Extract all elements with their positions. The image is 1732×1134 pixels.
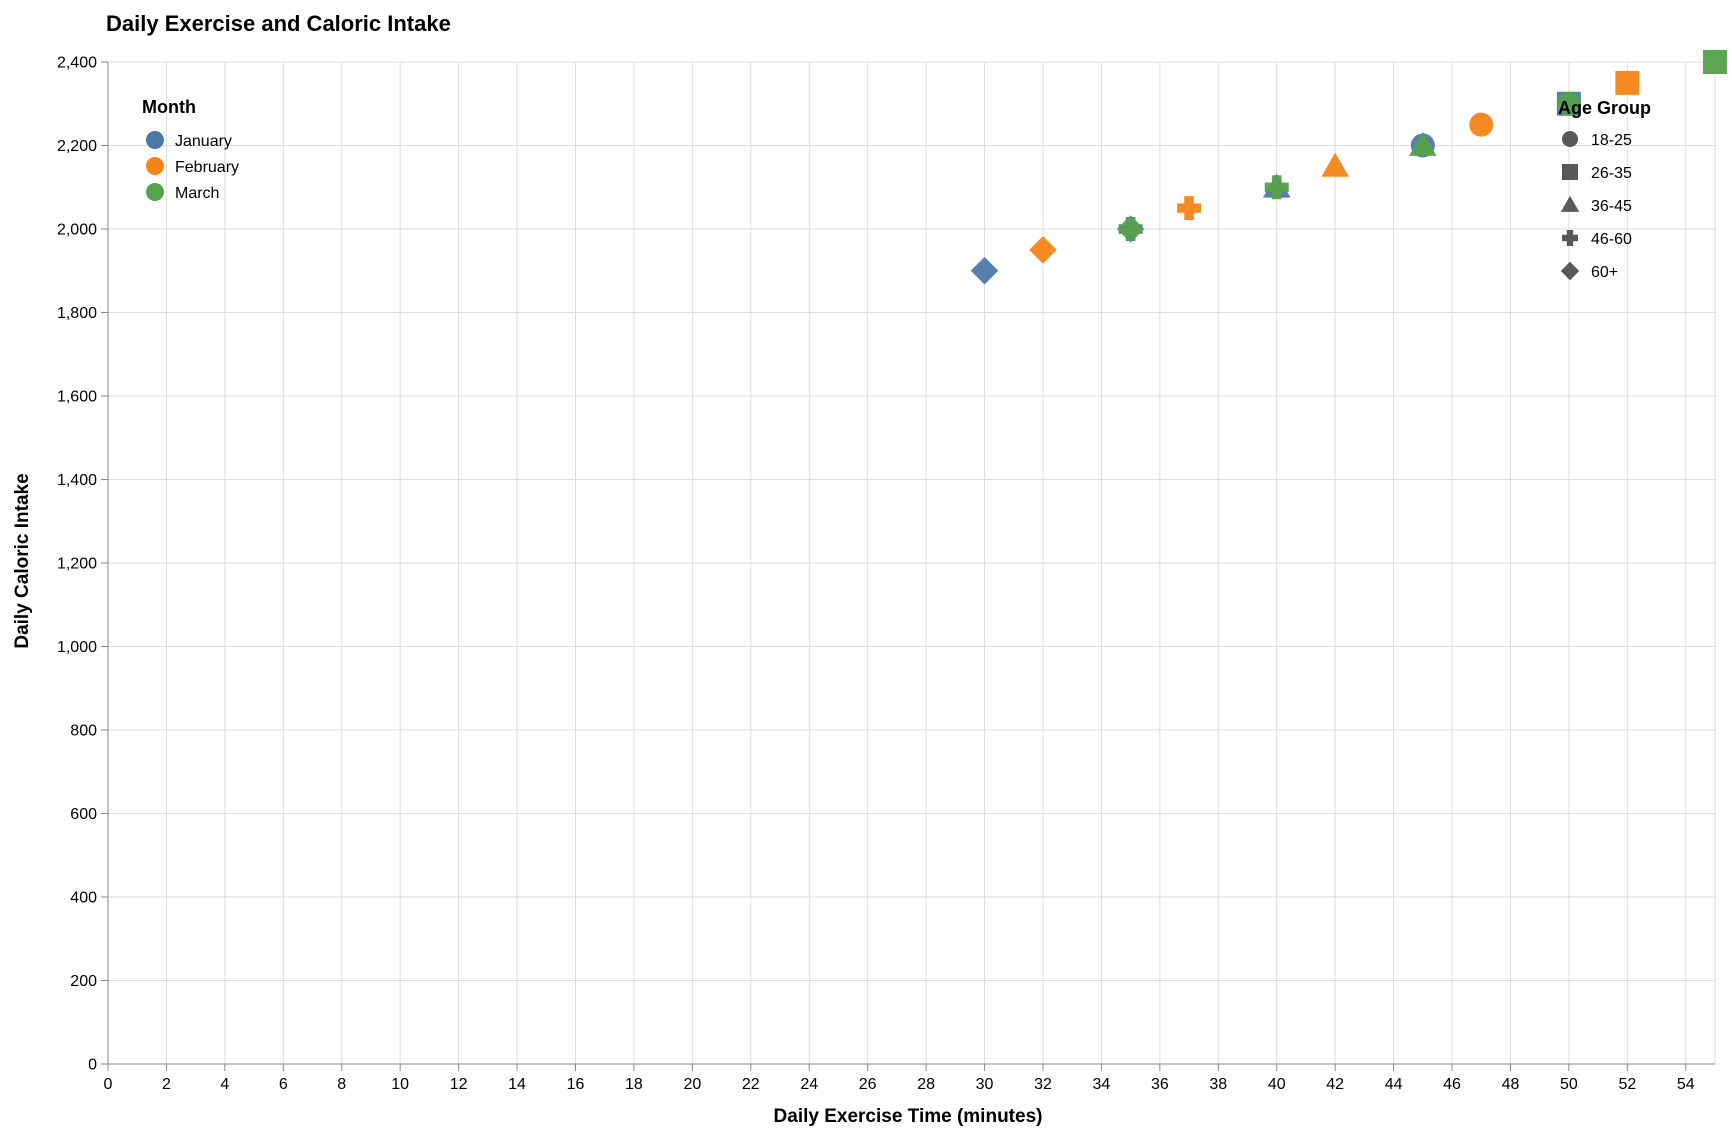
y-tick-label: 200 (70, 973, 97, 990)
x-tick-label: 38 (1209, 1076, 1227, 1093)
legend-swatch-january (146, 131, 164, 149)
x-tick-label: 18 (625, 1076, 643, 1093)
x-tick-label: 44 (1385, 1076, 1403, 1093)
x-tick-label: 8 (337, 1076, 346, 1093)
y-tick-label: 0 (88, 1057, 97, 1074)
x-tick-label: 46 (1443, 1076, 1461, 1093)
age-group-legend: Age Group 18-25 26-35 36-45 46-60 60+ (1558, 98, 1651, 281)
x-tick-label: 52 (1618, 1076, 1636, 1093)
x-tick-label: 34 (1093, 1076, 1111, 1093)
x-tick-label: 40 (1268, 1076, 1286, 1093)
y-tick-label: 1,000 (57, 639, 97, 656)
y-axis-title: Daily Caloric Intake (12, 473, 33, 648)
x-tick-label: 32 (1034, 1076, 1052, 1093)
y-tick-label: 2,400 (57, 55, 97, 72)
grid (107, 61, 1716, 1065)
data-point-february-46-60 (1177, 196, 1202, 221)
data-points (970, 50, 1727, 285)
x-tick-label: 50 (1560, 1076, 1578, 1093)
legend-label-age-36-45: 36-45 (1591, 198, 1632, 215)
y-tick-label: 1,800 (57, 305, 97, 322)
age-group-legend-title: Age Group (1558, 98, 1651, 118)
x-tick-label: 30 (976, 1076, 994, 1093)
legend-label-age-46-60: 46-60 (1591, 231, 1632, 248)
y-tick-label: 400 (70, 890, 97, 907)
data-point-march-36-45 (1409, 131, 1437, 156)
x-axis-title: Daily Exercise Time (minutes) (774, 1106, 1043, 1127)
legend-label-age-18-25: 18-25 (1591, 132, 1632, 149)
x-tick-label: 26 (859, 1076, 877, 1093)
legend-label-march: March (175, 185, 219, 202)
legend-swatch-march (146, 183, 164, 201)
legend-label-february: February (175, 159, 239, 176)
data-point-february-26-35 (1615, 70, 1640, 95)
data-point-february-36-45 (1321, 152, 1349, 177)
x-tick-label: 42 (1326, 1076, 1344, 1093)
chart-title: Daily Exercise and Caloric Intake (106, 11, 451, 36)
legend-label-january: January (175, 133, 232, 150)
data-point-march-26-35 (1703, 50, 1727, 74)
legend-shape-square (1562, 164, 1578, 180)
legend-label-age-60plus: 60+ (1591, 264, 1618, 281)
data-point-january-60plus (970, 256, 999, 285)
x-tick-label: 16 (567, 1076, 585, 1093)
y-tick-label: 1,400 (57, 472, 97, 489)
axes: 0 2 4 6 8 10 12 14 16 18 20 22 24 26 28 30 32 34 36 38 40 42 4… (57, 55, 1715, 1093)
y-tick-label: 2,200 (57, 138, 97, 155)
x-tick-label: 4 (220, 1076, 229, 1093)
data-point-february-18-25 (1469, 112, 1494, 137)
x-tick-label: 14 (508, 1076, 526, 1093)
x-tick-label: 10 (391, 1076, 409, 1093)
y-tick-label: 800 (70, 723, 97, 740)
x-tick-label: 0 (104, 1076, 113, 1093)
x-tick-label: 20 (683, 1076, 701, 1093)
x-tick-label: 36 (1151, 1076, 1169, 1093)
x-tick-label: 48 (1502, 1076, 1520, 1093)
y-tick-label: 2,000 (57, 222, 97, 239)
y-tick-label: 1,200 (57, 556, 97, 573)
x-tick-label: 28 (917, 1076, 935, 1093)
data-point-march-18-25 (1556, 91, 1581, 116)
month-legend: Month January February March (142, 97, 239, 202)
y-tick-label: 1,600 (57, 389, 97, 406)
legend-shape-triangle (1560, 195, 1580, 212)
y-tick-label: 600 (70, 806, 97, 823)
data-point-march-46-60 (1264, 175, 1289, 200)
legend-label-age-26-35: 26-35 (1591, 165, 1632, 182)
legend-swatch-february (146, 157, 164, 175)
x-tick-label: 24 (800, 1076, 818, 1093)
legend-shape-circle (1562, 131, 1578, 147)
x-tick-label: 6 (279, 1076, 288, 1093)
legend-shape-cross (1562, 230, 1578, 246)
legend-shape-diamond (1560, 261, 1580, 281)
x-tick-label: 54 (1677, 1076, 1695, 1093)
data-point-march-60plus (1116, 215, 1145, 243)
month-legend-title: Month (142, 97, 196, 117)
x-tick-label: 22 (742, 1076, 760, 1093)
x-tick-label: 12 (450, 1076, 468, 1093)
x-tick-label: 2 (162, 1076, 171, 1093)
data-point-february-60plus (1029, 236, 1057, 264)
